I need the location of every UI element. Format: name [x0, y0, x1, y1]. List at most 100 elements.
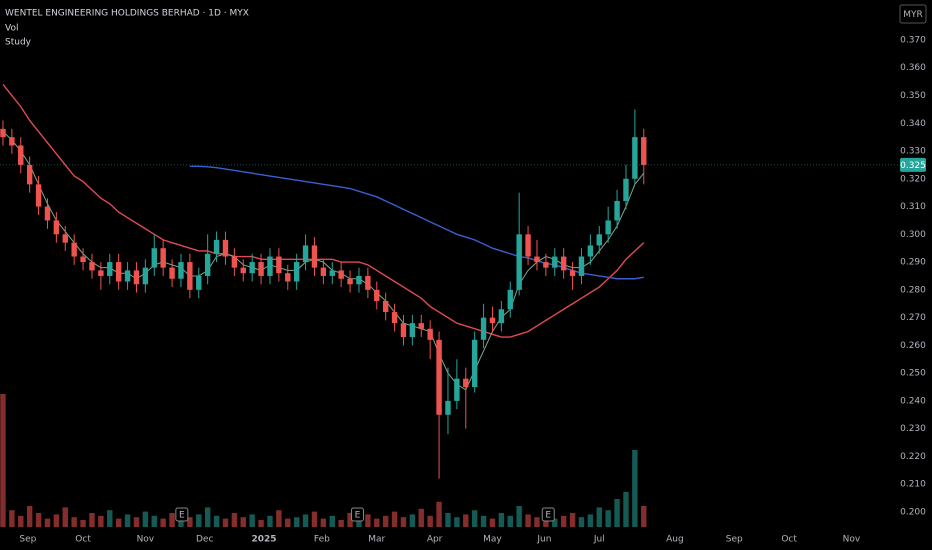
candle-body: [507, 289, 513, 310]
volume-bar: [382, 515, 389, 527]
candle-body: [347, 278, 353, 285]
candle-body: [552, 256, 558, 268]
volume-bar: [498, 513, 505, 527]
volume-bar: [356, 517, 362, 527]
candle-body: [44, 206, 51, 221]
volume-bar: [454, 517, 460, 527]
candle-body: [543, 262, 549, 268]
volume-bar: [516, 506, 522, 527]
candle-body: [578, 256, 585, 276]
volume-bar: [489, 518, 496, 527]
volume-bar: [623, 492, 629, 527]
candle-body: [498, 309, 505, 324]
candle-body: [107, 262, 113, 276]
volume-bar: [293, 517, 300, 527]
volume-bar: [89, 513, 95, 527]
indicator-label: Vol: [5, 24, 18, 34]
volume-bar: [249, 514, 255, 527]
candle-body: [329, 270, 335, 276]
x-tick-label: Nov: [843, 535, 861, 545]
x-tick-label: Aug: [666, 535, 684, 545]
candle-body: [187, 262, 193, 290]
candle-body: [302, 245, 309, 263]
event-label: E: [179, 511, 185, 521]
volume-bar: [142, 511, 149, 527]
volume-bar: [231, 513, 238, 527]
candle-body: [293, 262, 300, 282]
y-tick-label: 0.300: [900, 230, 926, 240]
x-tick-label: Apr: [427, 535, 443, 545]
volume-bar: [418, 508, 424, 527]
volume-bar: [178, 520, 184, 527]
candle-body: [614, 201, 620, 221]
candle-body: [124, 270, 131, 282]
candle-body: [133, 270, 140, 285]
event-label: E: [355, 511, 361, 521]
candle-body: [569, 270, 576, 276]
candle-body: [53, 220, 60, 235]
currency-box[interactable]: [899, 4, 927, 24]
volume-bar: [124, 514, 131, 527]
volume-bar: [133, 517, 140, 527]
candle-body: [427, 328, 433, 340]
indicator-label: Study: [5, 38, 32, 48]
candle-body: [525, 234, 531, 257]
candle-body: [231, 256, 238, 268]
volume-bar: [276, 510, 282, 527]
candle-body: [356, 275, 362, 285]
candle-body: [436, 339, 442, 415]
volume-bar: [80, 520, 86, 527]
y-tick-label: 0.200: [900, 507, 926, 517]
volume-bar: [204, 507, 211, 527]
candle-body: [400, 323, 407, 338]
candle-body: [587, 245, 594, 257]
chart-title: WENTEL ENGINEERING HOLDINGS BERHAD · 1D …: [5, 9, 249, 19]
volume-bar: [463, 514, 469, 527]
volume-bar: [525, 514, 531, 527]
candle-body: [560, 256, 567, 271]
y-tick-label: 0.340: [900, 119, 926, 129]
volume-bar: [338, 520, 344, 527]
y-tick-label: 0.310: [900, 202, 926, 212]
currency-label[interactable]: MYR: [903, 10, 923, 20]
volume-bar: [641, 506, 647, 527]
candle-body: [596, 234, 602, 246]
volume-bar: [285, 518, 291, 527]
candle-body: [160, 248, 166, 268]
candle-body: [454, 378, 460, 401]
candle-body: [98, 270, 104, 276]
volume-bar: [26, 506, 33, 527]
x-tick-label: Sep: [19, 535, 36, 545]
volume-bar: [18, 515, 24, 527]
volume-bar: [35, 513, 42, 527]
candle-body: [222, 239, 229, 257]
event-marker: [350, 507, 364, 522]
volume-bar: [400, 517, 407, 527]
candle-body: [285, 273, 291, 282]
volume-bar: [578, 517, 585, 527]
volume-bar: [365, 514, 371, 527]
volume-bar: [213, 515, 220, 527]
volume-bar: [107, 510, 113, 527]
candle-body: [338, 270, 344, 279]
y-tick-label: 0.260: [900, 341, 926, 351]
volume-bar: [151, 515, 157, 527]
volume-bar: [320, 518, 327, 527]
x-tick-label: Oct: [781, 535, 797, 545]
moving-average-line: [189, 165, 644, 280]
candle-body: [213, 239, 220, 254]
volume-bar: [569, 513, 576, 527]
volume-bar: [471, 510, 478, 527]
candle-body: [534, 256, 540, 263]
y-tick-label: 0.240: [900, 396, 926, 406]
volume-bar: [9, 510, 15, 527]
volume-bar: [507, 515, 513, 527]
volume-bar: [44, 518, 51, 527]
candle-body: [480, 317, 487, 340]
candle-body: [409, 323, 416, 338]
candle-body: [258, 262, 264, 276]
volume-bar: [605, 510, 611, 527]
candle-body: [311, 245, 318, 268]
volume-bar: [115, 518, 122, 527]
